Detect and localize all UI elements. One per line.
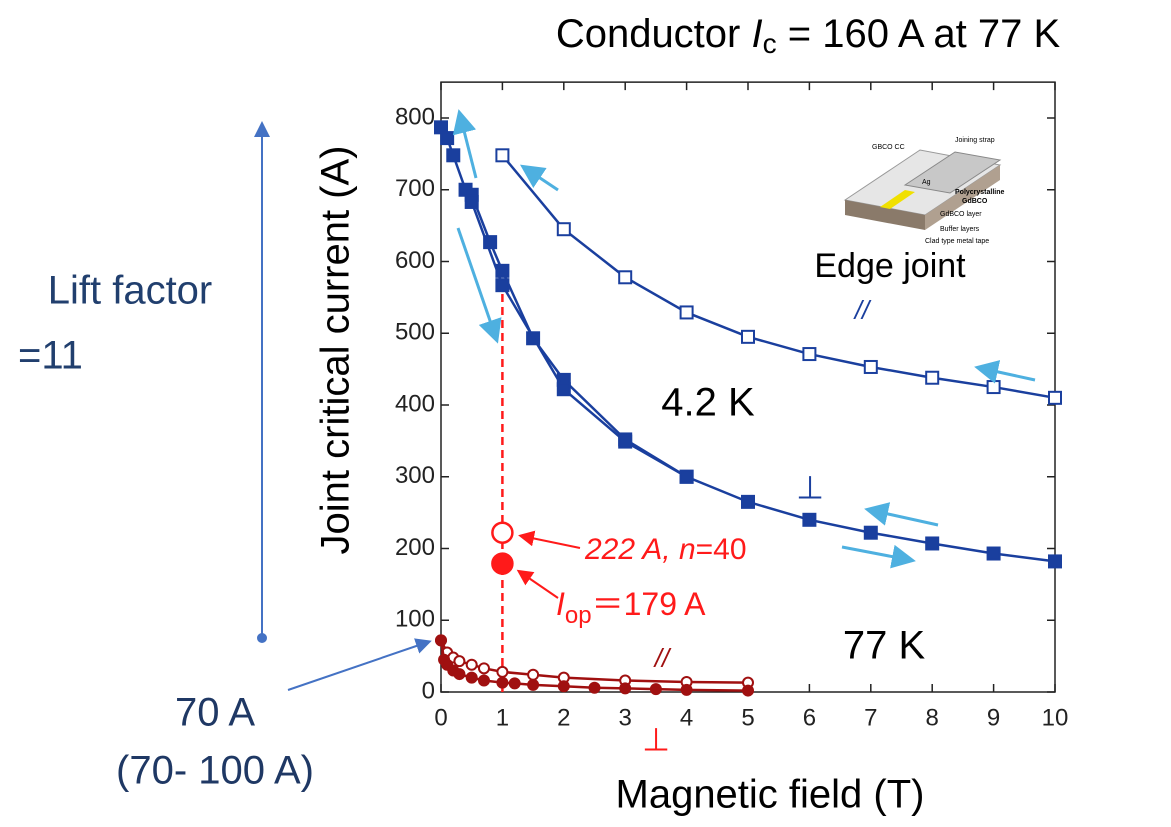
x-axis-label: Magnetic field (T) <box>616 773 925 817</box>
data-point <box>926 537 938 549</box>
x-tick-label: 6 <box>803 704 816 731</box>
sweep-arrow <box>870 510 938 525</box>
data-point <box>651 684 661 694</box>
data-point <box>492 523 512 543</box>
label-arrow <box>522 536 580 548</box>
temp-label: 4.2 K <box>661 381 755 425</box>
data-point <box>454 656 464 666</box>
data-point <box>743 686 753 696</box>
y-axis-label: Joint critical current (A) <box>314 146 358 555</box>
data-point <box>1049 392 1061 404</box>
data-point <box>681 306 693 318</box>
data-point <box>803 348 815 360</box>
data-point <box>988 548 1000 560</box>
y-tick-label: 700 <box>395 175 435 202</box>
x-tick-label: 9 <box>987 704 1000 731</box>
inset-label: Buffer layers <box>940 226 980 233</box>
chart: Conductor Ic = 160 A at 77 K Magnetic fi… <box>0 0 1171 827</box>
x-tick-label: 10 <box>1042 704 1069 731</box>
data-point <box>496 149 508 161</box>
y-tick-label: 300 <box>395 462 435 489</box>
edge-joint-label: Edge joint <box>814 247 966 285</box>
data-point <box>528 670 538 680</box>
data-point <box>558 383 570 395</box>
data-point <box>803 514 815 526</box>
data-point <box>497 667 507 677</box>
y-tick-label: 400 <box>395 390 435 417</box>
lift-value: =11 <box>18 334 83 378</box>
inset-label: Polycrystalline <box>955 189 1005 196</box>
x-tick-label: 1 <box>496 704 509 731</box>
lift-dot <box>257 633 267 643</box>
inset-label: GdBCO layer <box>940 211 982 218</box>
sweep-arrow <box>460 115 476 178</box>
inset-label: GBCO CC <box>872 144 905 151</box>
data-point <box>441 132 453 144</box>
data-point <box>558 223 570 235</box>
y-tick-label: 800 <box>395 103 435 130</box>
point-label: 222 A, n=40 <box>584 533 747 566</box>
x-tick-label: 3 <box>619 704 632 731</box>
y-tick-label: 200 <box>395 534 435 561</box>
lift-factor: Lift factor <box>48 269 213 313</box>
data-point <box>559 681 569 691</box>
x-tick-label: 5 <box>741 704 754 731</box>
inset-label: GdBCO <box>962 198 988 205</box>
data-point <box>467 673 477 683</box>
data-point <box>454 669 464 679</box>
data-point <box>479 663 489 673</box>
y-tick-label: 100 <box>395 606 435 633</box>
data-point <box>528 680 538 690</box>
data-point <box>1049 555 1061 567</box>
parallel-symbol: // <box>853 295 872 325</box>
point-label: Iop＝179 A <box>556 586 706 629</box>
label-arrow <box>520 572 558 598</box>
temp-label: 77 K <box>843 624 926 668</box>
data-point <box>620 683 630 693</box>
data-point <box>742 496 754 508</box>
series-line <box>472 202 687 477</box>
data-point <box>466 196 478 208</box>
data-point <box>681 471 693 483</box>
pointer-arrow <box>288 642 428 690</box>
data-point <box>619 436 631 448</box>
x-tick-label: 2 <box>557 704 570 731</box>
current-range: (70- 100 A) <box>116 749 314 793</box>
data-point <box>988 381 1000 393</box>
y-tick-label: 600 <box>395 247 435 274</box>
y-tick-label: 0 <box>422 677 435 704</box>
inset-label: Joining strap <box>955 137 995 144</box>
data-point <box>742 331 754 343</box>
data-point <box>510 678 520 688</box>
current-77: 70 A <box>175 691 255 735</box>
data-point <box>479 676 489 686</box>
data-point <box>619 271 631 283</box>
inset-diagram: GBCO CC Joining strap Ag Polycrystalline… <box>845 137 1005 245</box>
inset-label: Ag <box>922 179 931 186</box>
data-point <box>590 683 600 693</box>
sweep-arrow <box>980 368 1035 380</box>
parallel-symbol: // <box>653 643 672 673</box>
chart-title: Conductor Ic = 160 A at 77 K <box>556 12 1061 60</box>
inset-label: Clad type metal tape <box>925 238 989 245</box>
data-point <box>496 279 508 291</box>
x-tick-label: 7 <box>864 704 877 731</box>
data-point <box>926 372 938 384</box>
data-point <box>865 361 877 373</box>
sweep-arrow <box>842 547 910 560</box>
x-tick-label: 8 <box>926 704 939 731</box>
y-tick-label: 500 <box>395 319 435 346</box>
data-point <box>447 149 459 161</box>
perp-symbol: ⊥ <box>642 721 670 757</box>
data-point <box>497 678 507 688</box>
data-point <box>865 527 877 539</box>
data-point <box>682 685 692 695</box>
data-point <box>436 635 446 645</box>
x-tick-label: 0 <box>434 704 447 731</box>
perp-symbol: ⊥ <box>796 469 824 505</box>
data-point <box>467 660 477 670</box>
x-tick-label: 4 <box>680 704 693 731</box>
data-point <box>492 554 512 574</box>
